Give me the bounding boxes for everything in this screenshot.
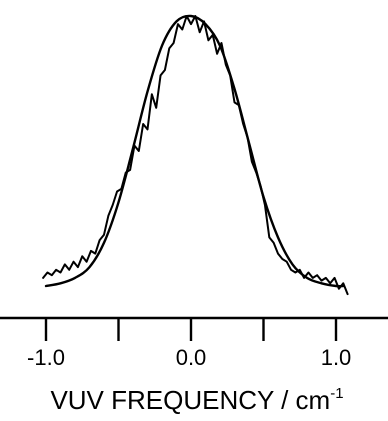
x-axis-title-superscript: -1 [330, 385, 343, 402]
x-axis-title: VUV FREQUENCY / cm-1 [50, 385, 343, 415]
measured-spectrum-line [42, 15, 349, 296]
x-tick-label: -1.0 [27, 345, 65, 370]
x-axis-title-text: VUV FREQUENCY / cm [50, 385, 330, 415]
x-tick-label: 0.0 [176, 345, 207, 370]
x-tick-label: 1.0 [321, 345, 352, 370]
x-axis: -1.0 0.0 1.0 [0, 316, 388, 370]
plot-area [42, 14, 349, 296]
fit-curve-line [44, 14, 345, 288]
